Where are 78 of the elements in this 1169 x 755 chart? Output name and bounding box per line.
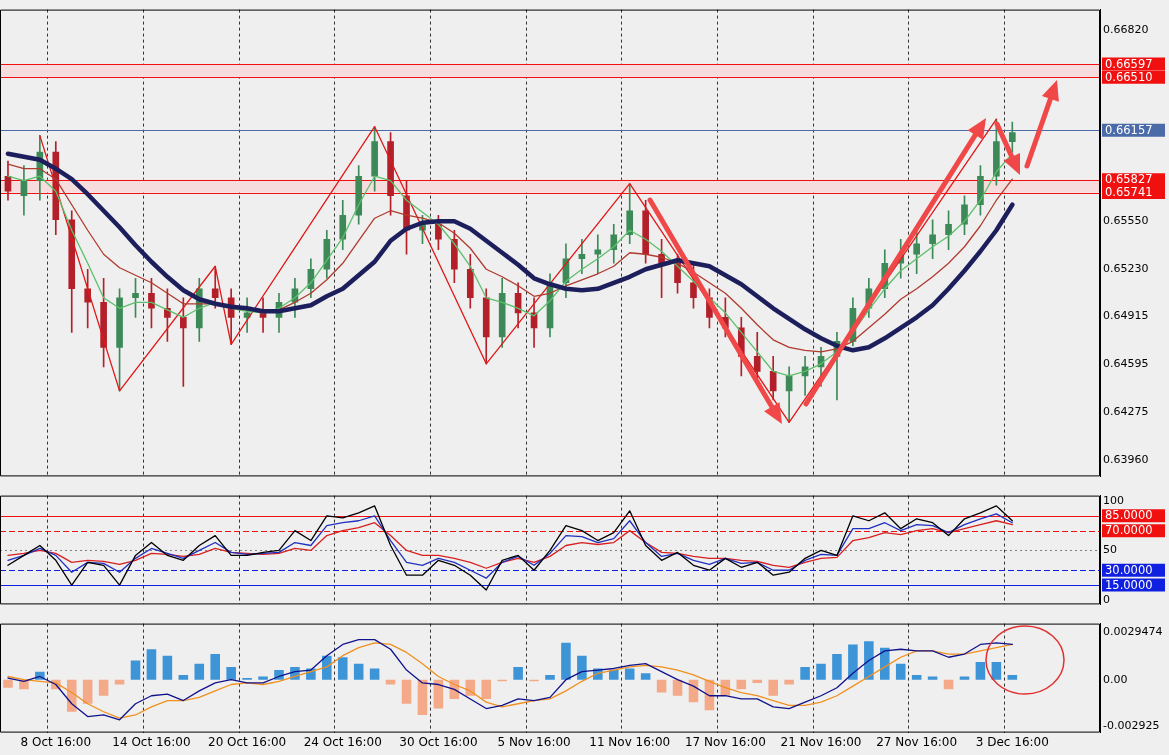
ref-line-label: 0.65741: [1105, 185, 1153, 200]
y-tick-label: 0.00: [1103, 672, 1128, 686]
bar: [98, 679, 109, 696]
y-tick-label: 50: [1103, 543, 1117, 557]
bar: [768, 679, 778, 696]
x-tick-label: 8 Oct 16:00: [20, 734, 92, 749]
bar: [337, 657, 348, 680]
bar: [114, 679, 125, 685]
x-tick-label: 14 Oct 16:00: [112, 734, 191, 749]
bar: [561, 642, 571, 680]
bar: [640, 673, 651, 680]
x-tick-label: 20 Oct 16:00: [207, 734, 287, 749]
bar: [816, 663, 826, 680]
y-tick-label: 0.66820: [1103, 23, 1149, 37]
bar: [369, 668, 380, 680]
x-tick-label: 17 Nov 16:00: [684, 734, 766, 749]
ref-line-label: 70.0000: [1105, 523, 1153, 538]
bar: [401, 679, 412, 704]
bar: [752, 679, 763, 683]
y-tick-label: 0: [1103, 592, 1110, 606]
bar: [880, 647, 890, 680]
bar: [481, 679, 492, 699]
y-tick-label: 0.65230: [1103, 262, 1149, 276]
ref-line-label: 0.65827: [1105, 172, 1153, 187]
x-tick-label: 21 Nov 16:00: [780, 734, 862, 749]
ref-line-label: 30.0000: [1105, 562, 1153, 577]
bar: [513, 666, 523, 680]
bar: [162, 655, 173, 680]
y-tick-label: 0.64915: [1103, 309, 1149, 323]
bar: [832, 654, 842, 680]
x-tick-label: 27 Nov 16:00: [876, 734, 958, 749]
bar: [130, 660, 141, 680]
ref-line-label: 15.0000: [1105, 577, 1153, 592]
x-tick-label: 11 Nov 16:00: [589, 734, 671, 749]
bar: [545, 674, 555, 680]
bar: [991, 662, 1002, 680]
bar: [608, 670, 619, 680]
y-tick-label: 0.64275: [1103, 405, 1149, 419]
bar: [226, 666, 236, 680]
bar: [258, 676, 268, 680]
bar: [975, 662, 986, 680]
bar: [146, 649, 157, 680]
bar: [784, 679, 794, 685]
bar: [848, 644, 858, 680]
bar: [353, 663, 364, 680]
x-tick-label: 5 Nov 16:00: [497, 734, 571, 749]
x-tick-label: 24 Oct 16:00: [303, 734, 382, 749]
bar: [178, 674, 189, 680]
bar: [895, 663, 906, 680]
x-tick-label: 30 Oct 16:00: [399, 734, 478, 749]
bar: [800, 666, 810, 680]
ref-line-label: 0.66597: [1105, 56, 1153, 71]
bar: [322, 655, 332, 680]
bar: [433, 679, 444, 709]
bar: [194, 663, 205, 680]
y-tick-label: 0.63960: [1103, 452, 1149, 466]
bar: [624, 668, 635, 680]
bar: [864, 641, 874, 680]
y-tick-label: 0.65550: [1103, 214, 1149, 228]
ref-line-label: 85.0000: [1105, 508, 1153, 523]
bar: [1007, 674, 1018, 680]
x-tick-label: 3 Dec 16:00: [975, 734, 1049, 749]
y-tick-label: 0.64595: [1103, 357, 1149, 371]
bar: [656, 679, 667, 693]
y-tick-label: -0.002925: [1103, 719, 1160, 733]
bar: [959, 676, 970, 680]
y-tick-label: 100: [1103, 493, 1124, 507]
ref-line-label: 0.66157: [1105, 122, 1153, 137]
bar: [210, 654, 220, 680]
bar: [385, 679, 396, 685]
bar: [3, 679, 13, 688]
y-tick-label: 0.0029474: [1103, 625, 1163, 639]
ref-line-label: 0.66510: [1105, 69, 1153, 84]
bar: [672, 679, 683, 696]
bar: [927, 676, 938, 680]
bar: [82, 679, 93, 704]
bar: [911, 674, 922, 680]
bar: [577, 655, 587, 680]
